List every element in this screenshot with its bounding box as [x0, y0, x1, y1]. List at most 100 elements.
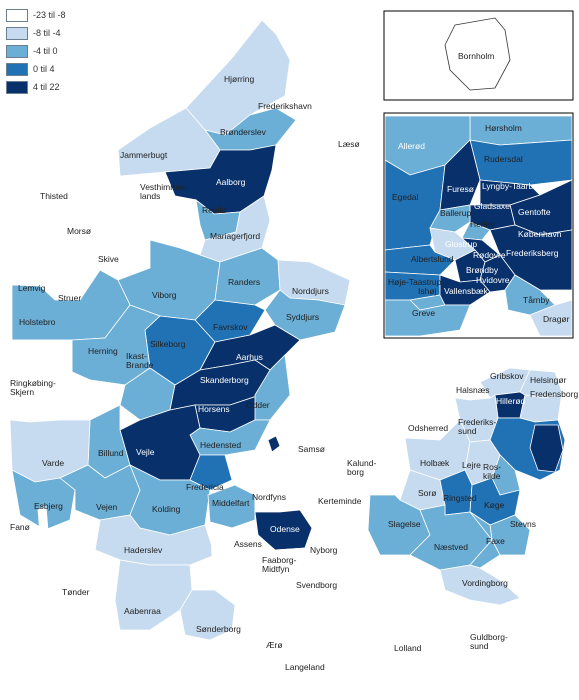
- label-inset-furesoe: Furesø: [447, 184, 474, 194]
- label-helsingoer: Helsingør: [530, 375, 567, 385]
- inset-greve: [384, 299, 471, 337]
- municipality-soenderborg: [179, 589, 236, 641]
- label-odsherred: Odsherred: [408, 423, 448, 433]
- label-stevns: Stevns: [510, 519, 536, 529]
- label-kolding: Kolding: [152, 504, 181, 514]
- label-frederikssund: Frederiks-sund: [458, 417, 496, 436]
- inset-vallensbaek: [439, 274, 491, 306]
- label-randers: Randers: [228, 277, 260, 287]
- label-inset-taarnby: Tårnby: [523, 295, 550, 305]
- label-hilleroed: Hillerød: [496, 396, 526, 406]
- legend-label: -4 til 0: [33, 46, 58, 56]
- label-inset-koebenhavn: København: [518, 229, 562, 239]
- municipality-vordingborg: [439, 564, 521, 606]
- municipality-fanoe: [37, 505, 49, 536]
- label-inset-glostrup: Glostrup: [445, 239, 477, 249]
- label-lejre: Lejre: [462, 460, 481, 470]
- label-skanderborg: Skanderborg: [200, 375, 249, 385]
- label-holstebro: Holstebro: [19, 317, 56, 327]
- label-aabenraa: Aabenraa: [124, 606, 161, 616]
- label-laesoe: Læsø: [338, 139, 360, 149]
- legend-item: -8 til -4: [6, 24, 66, 42]
- label-langeland: Langeland: [285, 662, 325, 672]
- bornholm-inset: [383, 10, 574, 101]
- label-inset-hvidovre: Hvidovre: [476, 275, 510, 285]
- municipality-esbjerg: [11, 469, 76, 531]
- jutland-region: [9, 19, 351, 641]
- label-kalundborg: Kalund-borg: [347, 458, 376, 477]
- label-inset-lyngby: Lyngby-Taarbæk: [482, 181, 546, 191]
- label-odense: Odense: [270, 524, 300, 534]
- label-inset-roedovre: Rødovre: [473, 250, 506, 260]
- label-nordfyns: Nordfyns: [252, 492, 286, 502]
- label-inset-gentofte: Gentofte: [518, 207, 551, 217]
- label-faxe: Faxe: [486, 536, 505, 546]
- label-kerteminde: Kerteminde: [318, 496, 362, 506]
- label-favrskov: Favrskov: [213, 322, 248, 332]
- label-naestved: Næstved: [434, 542, 468, 552]
- label-assens: Assens: [234, 539, 262, 549]
- label-skive: Skive: [98, 254, 119, 264]
- zealand-region: [339, 367, 566, 692]
- legend-swatch: [6, 8, 28, 22]
- inset-dragoer: [529, 299, 573, 337]
- label-viborg: Viborg: [152, 290, 177, 300]
- label-varde: Varde: [42, 458, 64, 468]
- label-aalborg: Aalborg: [216, 177, 246, 187]
- label-aeroe: Ærø: [266, 640, 283, 650]
- label-inset-vallensbaek: Vallensbæk: [444, 286, 489, 296]
- label-soenderborg: Sønderborg: [196, 624, 241, 634]
- municipality-svendborg: [279, 574, 336, 611]
- label-frederikshavn: Frederikshavn: [258, 101, 312, 111]
- label-fredensborg: Fredensborg: [530, 389, 578, 399]
- legend-label: 4 til 22: [33, 82, 60, 92]
- legend-swatch: [6, 80, 28, 94]
- label-inset-hoejetaastrup: Høje-Taastrup: [388, 277, 442, 287]
- label-faaborg: Faaborg-Midtfyn: [262, 555, 297, 574]
- label-nyborg: Nyborg: [310, 545, 338, 555]
- label-broenderslev: Brønderslev: [220, 127, 267, 137]
- label-jammerbugt: Jammerbugt: [120, 150, 168, 160]
- label-inset-dragoer: Dragør: [543, 314, 570, 324]
- legend-item: -4 til 0: [6, 42, 66, 60]
- legend-swatch: [6, 26, 28, 40]
- label-ringkoebing: Ringkøbing-Skjern: [10, 378, 56, 397]
- label-svendborg: Svendborg: [296, 580, 337, 590]
- label-ikastbrande: Ikast-Brande: [126, 351, 154, 370]
- label-toender: Tønder: [62, 587, 90, 597]
- label-silkeborg: Silkeborg: [150, 339, 186, 349]
- municipality-samsoe: [267, 435, 281, 453]
- label-vordingborg: Vordingborg: [462, 578, 508, 588]
- label-inset-herlev: Herlev: [470, 219, 495, 229]
- label-inset-ballerup: Ballerup: [440, 208, 471, 218]
- municipality-aabenraa: [114, 559, 193, 631]
- label-vesthimmerlands: Vesthimmer-lands: [140, 182, 188, 201]
- label-holbaek: Holbæk: [420, 458, 450, 468]
- label-mariagerfjord: Mariagerfjord: [210, 231, 260, 241]
- municipality-guldborgsund: [449, 611, 506, 692]
- legend-label: 0 til 4: [33, 64, 55, 74]
- label-lolland: Lolland: [394, 643, 422, 653]
- label-vejen: Vejen: [96, 502, 118, 512]
- label-lemvig: Lemvig: [18, 283, 46, 293]
- map-labels: Hjørring Frederikshavn Brønderslev Læsø …: [10, 51, 578, 672]
- label-inset-hoersholm: Hørsholm: [485, 123, 522, 133]
- label-inset-ishoej: Ishøj: [418, 286, 437, 296]
- label-halsnaes: Halsnæs: [456, 385, 490, 395]
- label-slagelse: Slagelse: [388, 519, 421, 529]
- label-inset-broendby: Brøndby: [466, 265, 499, 275]
- label-inset-egedal: Egedal: [392, 192, 419, 202]
- municipality-copenhagen-core: [529, 424, 564, 473]
- municipality-lolland: [354, 611, 456, 669]
- legend-swatch: [6, 44, 28, 58]
- label-odder: Odder: [246, 400, 270, 410]
- label-inset-greve: Greve: [412, 308, 435, 318]
- municipality-langeland: [317, 604, 336, 666]
- label-guldborgsund: Guldborg-sund: [470, 632, 508, 651]
- label-haderslev: Haderslev: [124, 545, 163, 555]
- label-struer: Struer: [58, 293, 81, 303]
- label-fanoe: Fanø: [10, 522, 30, 532]
- label-billund: Billund: [98, 448, 124, 458]
- label-esbjerg: Esbjerg: [34, 501, 63, 511]
